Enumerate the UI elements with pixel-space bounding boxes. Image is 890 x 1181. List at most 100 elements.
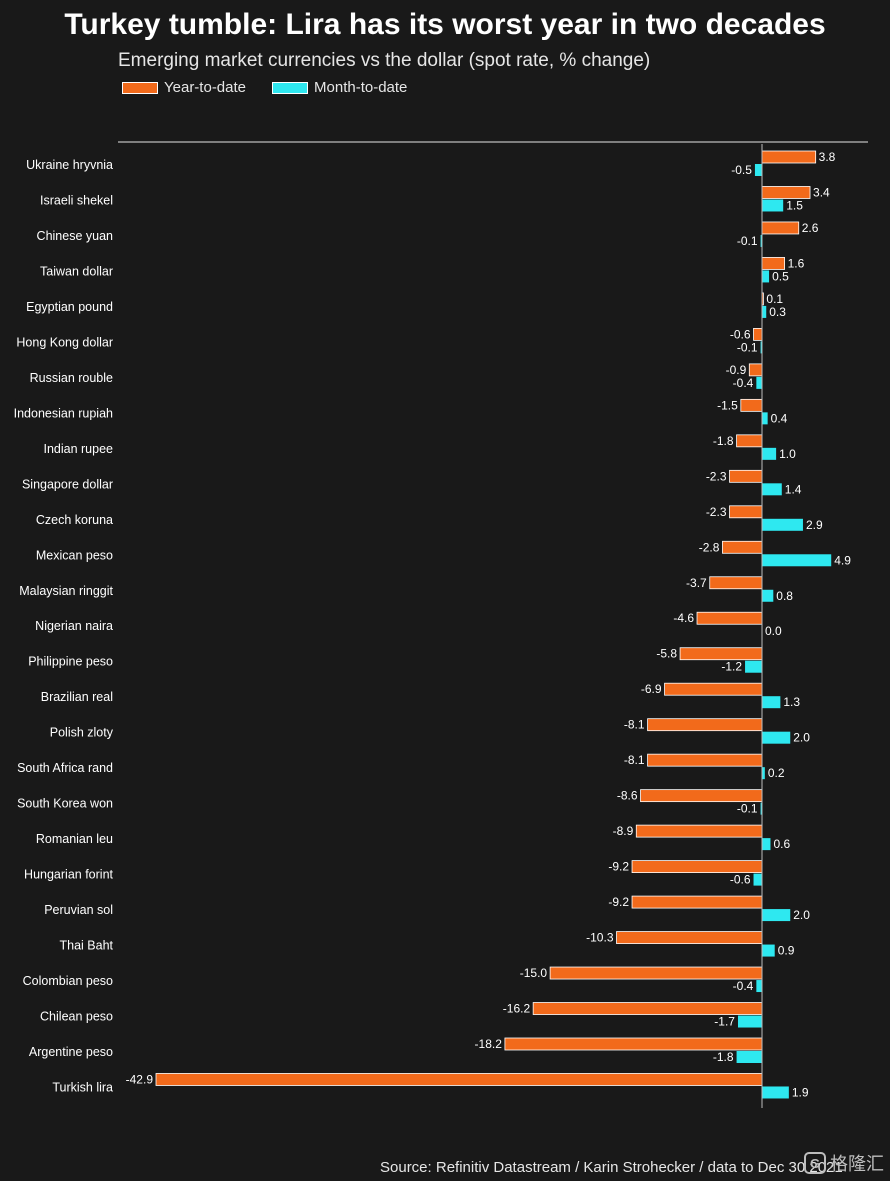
data-label-ytd: -3.7 xyxy=(686,576,707,590)
bar-ytd xyxy=(549,966,763,980)
category-label: South Africa rand xyxy=(17,761,113,775)
bar-mtd xyxy=(762,199,784,212)
bar-ytd xyxy=(761,150,817,164)
data-label-ytd: -1.5 xyxy=(717,398,738,412)
category-label: Russian rouble xyxy=(30,371,113,385)
bar-ytd xyxy=(679,647,763,661)
data-label-ytd: -4.6 xyxy=(673,611,694,625)
bar-ytd xyxy=(532,1002,763,1015)
legend-item-mtd: Month-to-date xyxy=(272,79,407,96)
data-label-mtd: 2.0 xyxy=(793,908,810,922)
category-label: Argentine peso xyxy=(29,1045,113,1059)
data-label-ytd: -8.1 xyxy=(624,753,645,767)
bar-mtd xyxy=(762,767,765,780)
data-label-ytd: -8.6 xyxy=(617,789,638,803)
data-label-mtd: -0.1 xyxy=(737,340,758,354)
data-label-ytd: -9.2 xyxy=(608,860,629,874)
category-label: Mexican peso xyxy=(36,548,113,562)
data-label-ytd: -2.3 xyxy=(706,469,727,483)
bar-mtd xyxy=(745,660,762,673)
data-label-mtd: 1.4 xyxy=(785,482,802,496)
bar-mtd xyxy=(762,944,775,957)
data-label-mtd: 0.0 xyxy=(765,624,782,638)
data-label-mtd: -0.5 xyxy=(731,163,752,177)
data-label-ytd: -42.9 xyxy=(126,1072,154,1086)
bar-mtd xyxy=(760,341,762,354)
chart-subtitle: Emerging market currencies vs the dollar… xyxy=(118,50,651,71)
bar-ytd xyxy=(709,576,763,590)
data-label-mtd: 0.4 xyxy=(771,411,788,425)
bar-ytd xyxy=(761,221,800,235)
legend-label-mtd: Month-to-date xyxy=(314,79,408,96)
data-label-ytd: 3.4 xyxy=(813,185,830,199)
bar-ytd xyxy=(736,434,763,448)
data-label-mtd: 0.3 xyxy=(769,305,786,319)
data-label-ytd: -15.0 xyxy=(520,966,548,980)
bar-mtd xyxy=(762,447,777,460)
watermark-text: 格隆汇 xyxy=(830,1154,884,1174)
chart-title: Turkey tumble: Lira has its worst year i… xyxy=(64,8,826,41)
bar-mtd xyxy=(762,518,803,531)
data-label-mtd: 0.6 xyxy=(773,837,790,851)
data-label-ytd: 1.6 xyxy=(788,256,805,270)
data-label-mtd: -1.2 xyxy=(721,660,742,674)
bar-mtd xyxy=(762,412,768,425)
bar-ytd xyxy=(748,363,763,377)
data-label-mtd: 1.3 xyxy=(783,695,800,709)
data-label-ytd: -10.3 xyxy=(586,931,614,945)
bar-ytd xyxy=(664,682,763,696)
bar-mtd xyxy=(760,802,762,815)
bar-ytd xyxy=(631,860,763,873)
data-label-ytd: 3.8 xyxy=(819,150,836,164)
data-label-mtd: 0.5 xyxy=(772,269,789,283)
data-label-mtd: -0.1 xyxy=(737,234,758,248)
data-label-ytd: -1.8 xyxy=(713,434,734,448)
bar-ytd xyxy=(504,1037,763,1051)
data-label-ytd: -9.2 xyxy=(608,895,629,909)
bar-ytd xyxy=(647,753,763,767)
category-label: Hong Kong dollar xyxy=(16,335,113,349)
category-label: Hungarian forint xyxy=(24,868,113,882)
bar-mtd xyxy=(736,1051,762,1063)
data-label-mtd: 0.9 xyxy=(778,944,795,958)
watermark-logo-icon: G xyxy=(804,1152,826,1174)
bar-ytd xyxy=(740,398,763,412)
category-label: Thai Baht xyxy=(59,939,113,953)
data-label-ytd: 2.6 xyxy=(802,221,819,235)
category-label: Chilean peso xyxy=(40,1010,113,1024)
bar-mtd xyxy=(760,234,762,247)
legend-swatch-mtd xyxy=(272,81,309,94)
category-label: Indonesian rupiah xyxy=(14,406,113,420)
bar-ytd xyxy=(635,824,763,838)
bar-mtd xyxy=(762,909,791,922)
data-label-ytd: -2.3 xyxy=(706,505,727,519)
category-label: Malaysian ringgit xyxy=(19,584,113,598)
category-label: Romanian leu xyxy=(36,832,113,846)
category-label: Nigerian naira xyxy=(35,619,113,633)
data-label-mtd: 1.9 xyxy=(792,1085,809,1099)
category-label: South Korea won xyxy=(17,797,113,811)
data-label-mtd: -0.4 xyxy=(733,979,754,993)
bar-mtd xyxy=(756,376,762,389)
bar-ytd xyxy=(753,327,763,341)
data-label-ytd: -5.8 xyxy=(656,647,677,661)
data-label-mtd: 0.2 xyxy=(768,766,785,780)
bar-ytd xyxy=(696,611,763,625)
category-label: Israeli shekel xyxy=(40,193,113,207)
data-label-ytd: -18.2 xyxy=(475,1037,503,1051)
data-label-mtd: -1.7 xyxy=(714,1015,735,1029)
category-label: Chinese yuan xyxy=(37,229,113,243)
category-label: Peruvian sol xyxy=(44,903,113,917)
source-note: Source: Refinitiv Datastream / Karin Str… xyxy=(380,1159,843,1176)
data-label-mtd: 4.9 xyxy=(834,553,851,567)
category-label: Egyptian pound xyxy=(26,300,113,314)
category-label: Philippine peso xyxy=(28,655,113,669)
data-label-ytd: 0.1 xyxy=(766,292,783,306)
watermark: G 格隆汇 xyxy=(804,1150,884,1176)
bar-ytd xyxy=(616,931,763,944)
bar-mtd xyxy=(762,1086,789,1099)
data-label-ytd: -16.2 xyxy=(503,1002,531,1016)
bar-ytd xyxy=(722,540,763,554)
category-label: Turkish lira xyxy=(52,1080,113,1094)
